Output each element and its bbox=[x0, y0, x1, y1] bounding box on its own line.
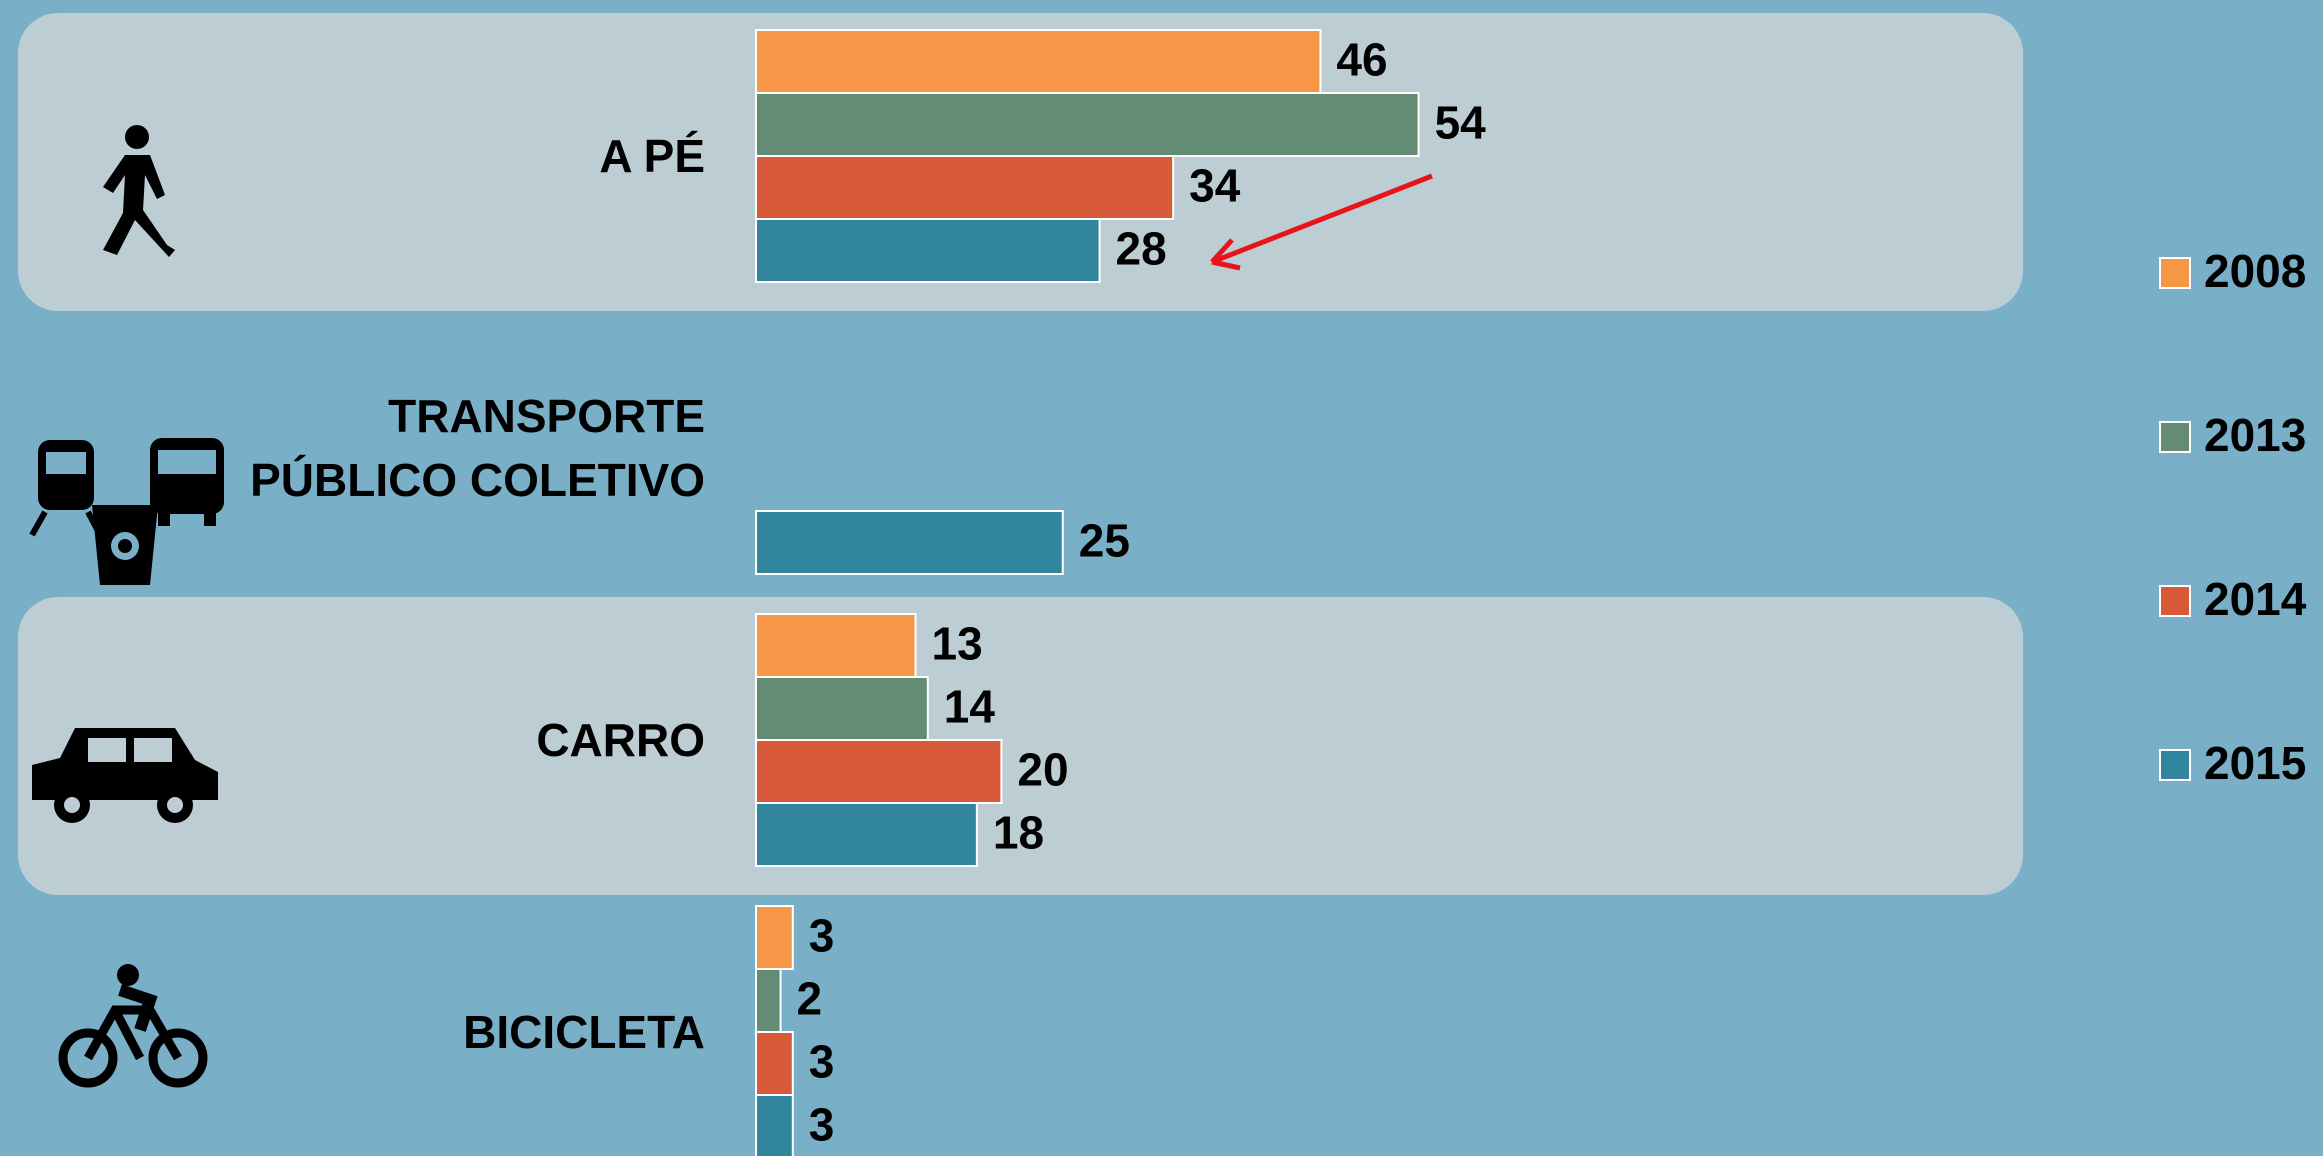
legend-swatch bbox=[2159, 749, 2191, 781]
value-label: 3 bbox=[809, 1036, 835, 1088]
value-label: 2 bbox=[797, 973, 823, 1025]
category-label: BICICLETA bbox=[463, 1006, 705, 1058]
value-label: 34 bbox=[1189, 160, 1241, 212]
value-label: 20 bbox=[1017, 744, 1068, 796]
value-label: 14 bbox=[944, 681, 996, 733]
value-label: 28 bbox=[1116, 223, 1167, 275]
value-label: 54 bbox=[1435, 97, 1487, 149]
bar bbox=[755, 968, 782, 1033]
bar bbox=[755, 739, 1003, 804]
bar bbox=[755, 1094, 794, 1156]
value-label: 3 bbox=[809, 1099, 835, 1151]
bar bbox=[755, 92, 1420, 157]
legend-label: 2008 bbox=[2204, 245, 2306, 297]
value-label: 46 bbox=[1336, 34, 1387, 86]
annotation-arrow bbox=[1210, 173, 1433, 271]
bike-icon bbox=[58, 964, 208, 1088]
bar bbox=[755, 676, 929, 741]
bar bbox=[755, 802, 978, 867]
bar bbox=[755, 155, 1175, 220]
car-icon bbox=[32, 728, 218, 823]
value-label: 18 bbox=[993, 807, 1044, 859]
bar bbox=[755, 510, 1064, 575]
legend-swatch bbox=[2159, 421, 2191, 453]
icons bbox=[29, 125, 224, 1088]
bar bbox=[755, 1031, 794, 1096]
category-label: CARRO bbox=[536, 714, 705, 766]
transit-icon bbox=[29, 438, 224, 585]
category-label: TRANSPORTE PÚBLICO COLETIVO bbox=[250, 390, 705, 506]
legend-label: 2015 bbox=[2204, 737, 2306, 789]
legend-label: 2013 bbox=[2204, 409, 2306, 461]
value-label: 13 bbox=[932, 618, 983, 670]
legend-label: 2014 bbox=[2204, 573, 2307, 625]
bar bbox=[755, 218, 1101, 283]
category-label: A PÉ bbox=[599, 130, 705, 182]
legend-swatch bbox=[2159, 257, 2191, 289]
bar bbox=[755, 29, 1322, 94]
bar bbox=[755, 905, 794, 970]
walk-icon bbox=[103, 125, 175, 257]
value-label: 3 bbox=[809, 910, 835, 962]
panel bbox=[18, 597, 2023, 895]
value-label: 25 bbox=[1079, 515, 1130, 567]
bar bbox=[755, 613, 917, 678]
legend-swatch bbox=[2159, 585, 2191, 617]
